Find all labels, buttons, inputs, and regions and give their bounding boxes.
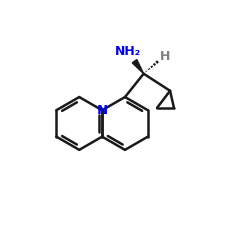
Polygon shape [132,60,144,74]
Text: NH₂: NH₂ [115,46,141,59]
Text: N: N [96,104,108,117]
Text: H: H [160,50,170,62]
